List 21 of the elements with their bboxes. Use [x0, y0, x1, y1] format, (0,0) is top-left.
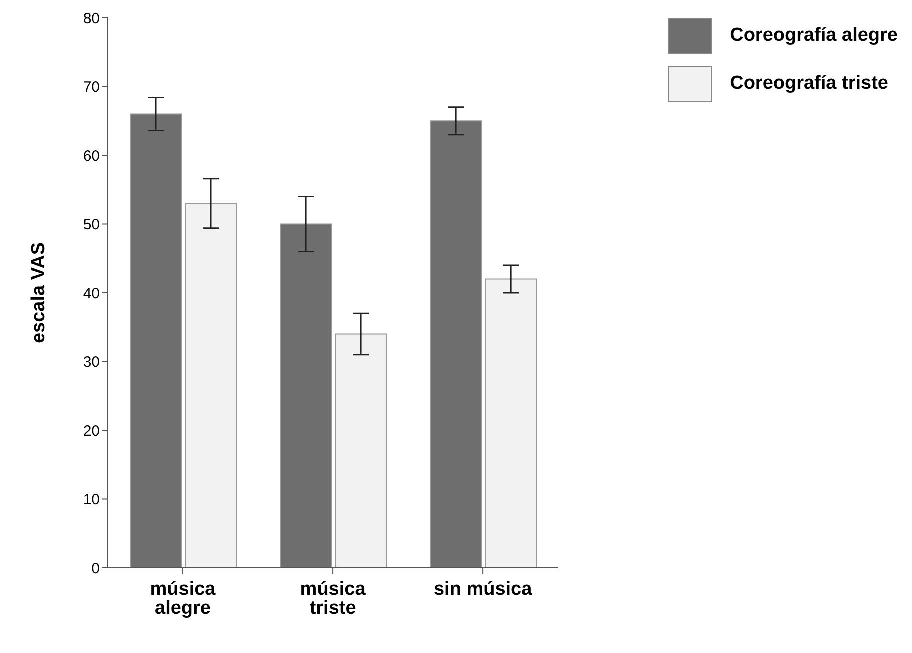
y-tick-label: 0 [92, 560, 100, 578]
y-tick-label: 60 [83, 148, 100, 165]
bar [485, 278, 538, 568]
x-tick-label: sin música [434, 579, 533, 600]
bar [280, 224, 332, 568]
y-tick-label: 70 [83, 79, 100, 96]
x-tick-label: música alegre [150, 579, 216, 619]
y-tick-label: 40 [83, 285, 100, 302]
y-tick-label: 20 [83, 422, 100, 440]
y-axis-title: escala VAS [28, 242, 50, 344]
bar [130, 114, 182, 568]
y-tick-label: 10 [83, 492, 100, 509]
y-tick-label: 50 [83, 216, 100, 234]
bar [335, 334, 388, 568]
x-tick-label: música triste [300, 579, 366, 619]
bar [185, 203, 238, 568]
bar [430, 120, 482, 568]
y-tick-label: 30 [83, 354, 100, 372]
y-tick-label: 80 [83, 10, 100, 28]
text: Coreografía triste [730, 73, 888, 95]
legend-label: Coreografía alegre [730, 25, 898, 47]
